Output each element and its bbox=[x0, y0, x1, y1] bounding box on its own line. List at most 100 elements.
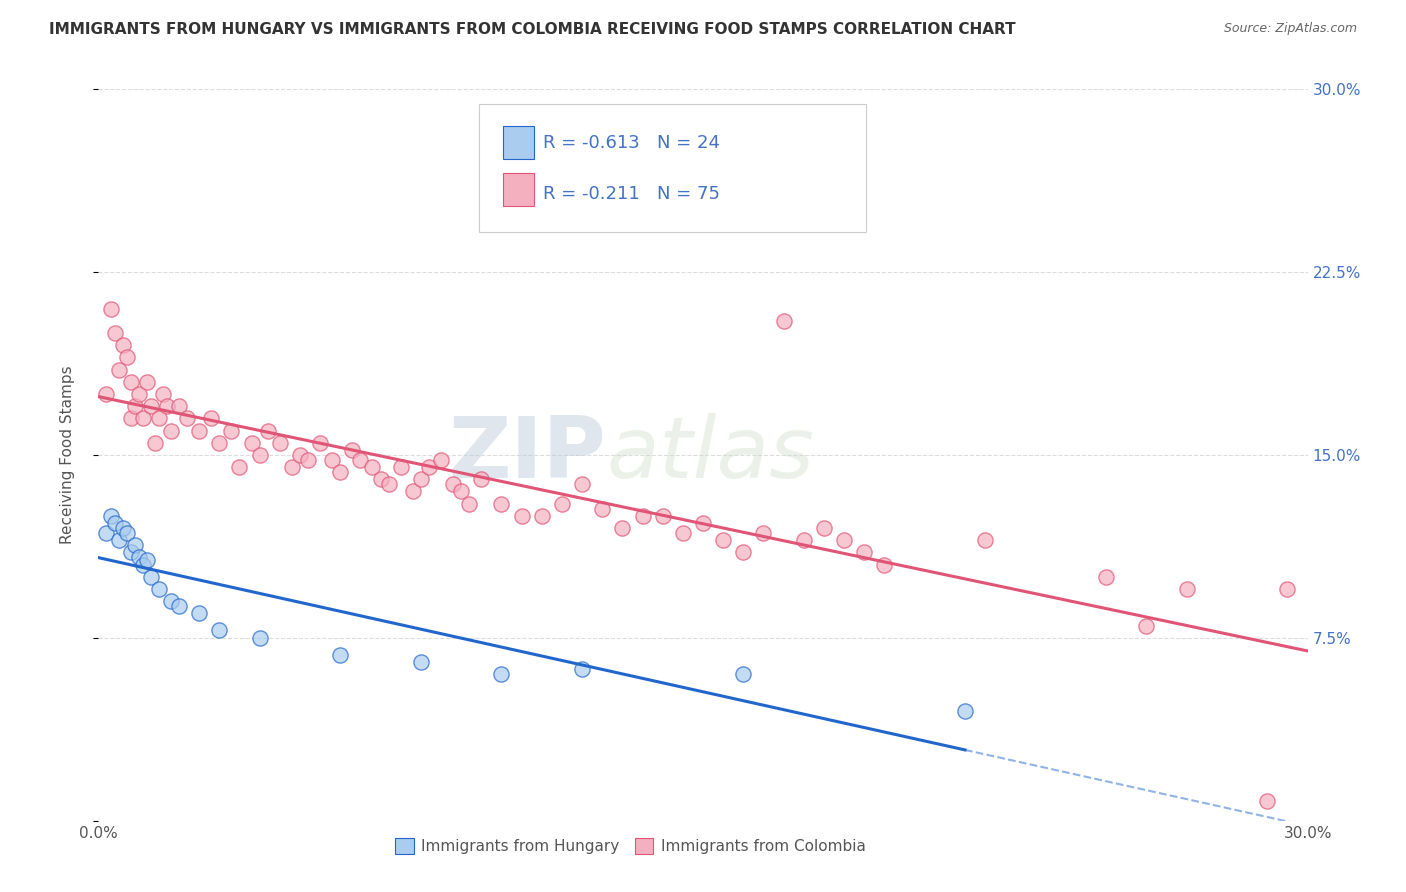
Point bbox=[208, 624, 231, 638]
Point bbox=[377, 477, 399, 491]
Point bbox=[329, 648, 352, 662]
Point bbox=[120, 411, 142, 425]
Point bbox=[733, 667, 755, 681]
Point bbox=[132, 558, 155, 572]
Point bbox=[135, 553, 157, 567]
Point bbox=[409, 655, 432, 669]
Text: Source: ZipAtlas.com: Source: ZipAtlas.com bbox=[1223, 22, 1357, 36]
Point bbox=[124, 399, 146, 413]
Legend: Immigrants from Hungary, Immigrants from Colombia: Immigrants from Hungary, Immigrants from… bbox=[389, 832, 872, 861]
Point bbox=[1277, 582, 1299, 596]
Point bbox=[221, 424, 243, 438]
Point bbox=[510, 508, 533, 523]
Point bbox=[752, 525, 775, 540]
Point bbox=[152, 387, 174, 401]
Point bbox=[128, 387, 150, 401]
Point bbox=[111, 521, 134, 535]
FancyBboxPatch shape bbox=[479, 103, 866, 232]
Point bbox=[974, 533, 997, 548]
Point bbox=[873, 558, 896, 572]
Point bbox=[953, 704, 976, 718]
Point bbox=[450, 484, 472, 499]
Point bbox=[832, 533, 855, 548]
Point bbox=[591, 501, 613, 516]
Point bbox=[167, 599, 190, 613]
Point bbox=[418, 460, 440, 475]
Point bbox=[349, 452, 371, 467]
Point bbox=[441, 477, 464, 491]
Point bbox=[651, 508, 673, 523]
Point bbox=[692, 516, 714, 531]
Point bbox=[143, 435, 166, 450]
Point bbox=[530, 508, 553, 523]
Point bbox=[103, 326, 125, 340]
Point bbox=[1095, 570, 1118, 584]
Point bbox=[139, 399, 162, 413]
Point bbox=[249, 631, 271, 645]
Point bbox=[672, 525, 695, 540]
Point bbox=[228, 460, 250, 475]
Point bbox=[200, 411, 222, 425]
Point bbox=[491, 497, 513, 511]
Point bbox=[139, 570, 162, 584]
Point bbox=[571, 477, 593, 491]
Point bbox=[370, 472, 392, 486]
Point bbox=[551, 497, 574, 511]
Point bbox=[100, 508, 122, 523]
Point bbox=[111, 338, 134, 352]
Point bbox=[793, 533, 815, 548]
Bar bbox=[503, 173, 534, 206]
Point bbox=[256, 424, 278, 438]
Point bbox=[711, 533, 734, 548]
Point bbox=[160, 424, 183, 438]
Point bbox=[813, 521, 835, 535]
Point bbox=[409, 472, 432, 486]
Point bbox=[470, 472, 492, 486]
Point bbox=[107, 533, 129, 548]
Point bbox=[176, 411, 198, 425]
Y-axis label: Receiving Food Stamps: Receiving Food Stamps bbox=[60, 366, 75, 544]
Point bbox=[361, 460, 384, 475]
Point bbox=[103, 516, 125, 531]
Point bbox=[269, 435, 291, 450]
Point bbox=[288, 448, 311, 462]
Point bbox=[135, 375, 157, 389]
Text: IMMIGRANTS FROM HUNGARY VS IMMIGRANTS FROM COLOMBIA RECEIVING FOOD STAMPS CORREL: IMMIGRANTS FROM HUNGARY VS IMMIGRANTS FR… bbox=[49, 22, 1015, 37]
Point bbox=[148, 582, 170, 596]
Point bbox=[733, 545, 755, 559]
Point bbox=[631, 508, 654, 523]
Point bbox=[772, 314, 794, 328]
Point bbox=[342, 443, 364, 458]
Point bbox=[124, 538, 146, 552]
Bar bbox=[503, 126, 534, 159]
Point bbox=[1256, 794, 1278, 808]
Point bbox=[107, 362, 129, 376]
Point bbox=[188, 607, 211, 621]
Point bbox=[853, 545, 876, 559]
Point bbox=[115, 351, 138, 365]
Point bbox=[208, 435, 231, 450]
Point bbox=[120, 375, 142, 389]
Point bbox=[281, 460, 304, 475]
Point bbox=[156, 399, 179, 413]
Point bbox=[160, 594, 183, 608]
Text: R = -0.211   N = 75: R = -0.211 N = 75 bbox=[543, 185, 720, 202]
Point bbox=[1175, 582, 1198, 596]
Point bbox=[148, 411, 170, 425]
Point bbox=[167, 399, 190, 413]
Point bbox=[1135, 618, 1157, 632]
Point bbox=[96, 525, 118, 540]
Point bbox=[309, 435, 332, 450]
Point bbox=[240, 435, 263, 450]
Point bbox=[297, 452, 319, 467]
Point bbox=[249, 448, 271, 462]
Point bbox=[188, 424, 211, 438]
Point bbox=[115, 525, 138, 540]
Point bbox=[329, 465, 352, 479]
Point bbox=[132, 411, 155, 425]
Point bbox=[128, 550, 150, 565]
Point bbox=[402, 484, 425, 499]
Point bbox=[321, 452, 343, 467]
Text: R = -0.613   N = 24: R = -0.613 N = 24 bbox=[543, 134, 720, 152]
Point bbox=[96, 387, 118, 401]
